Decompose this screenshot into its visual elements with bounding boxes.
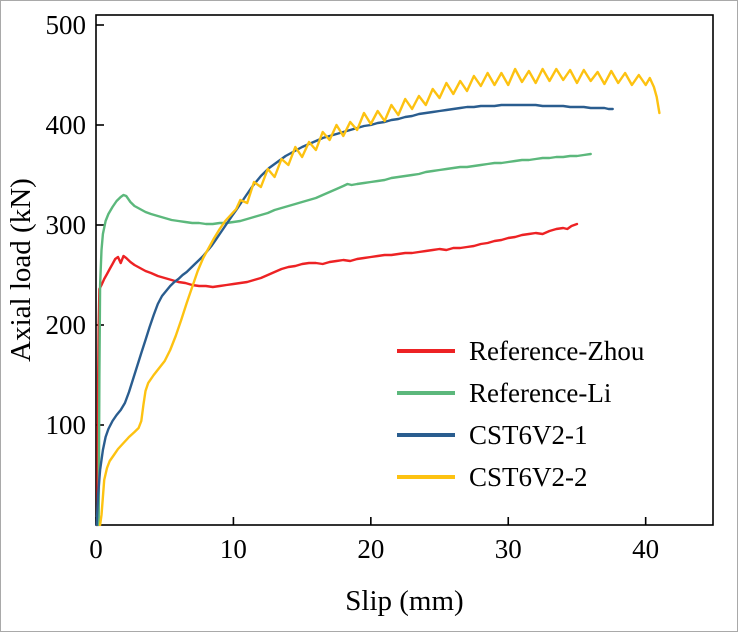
x-tick-label: 40 <box>632 534 659 564</box>
legend-item-reference-li: Reference-Li <box>397 372 644 414</box>
legend-swatch-cst6v2-2 <box>397 475 455 479</box>
series-line-cst6v2-2 <box>98 67 661 527</box>
series-line-reference-li <box>97 152 592 527</box>
legend-item-cst6v2-1: CST6V2-1 <box>397 414 644 456</box>
x-tick-label: 0 <box>89 534 103 564</box>
y-tick-label: 500 <box>46 10 87 40</box>
x-tick-label: 10 <box>220 534 247 564</box>
legend-label-cst6v2-1: CST6V2-1 <box>469 419 588 450</box>
y-tick-label: 200 <box>46 310 87 340</box>
legend: Reference-Zhou Reference-Li CST6V2-1 CST… <box>397 330 644 498</box>
y-axis-title: Axial load (kN) <box>5 178 37 362</box>
legend-label-reference-zhou: Reference-Zhou <box>469 335 645 366</box>
plot-frame <box>95 14 714 526</box>
series-line-cst6v2-1 <box>95 103 614 527</box>
y-tick-label: 300 <box>46 210 87 240</box>
legend-swatch-reference-zhou <box>397 349 455 353</box>
x-tick-label: 20 <box>357 534 384 564</box>
y-tick-label: 400 <box>46 110 87 140</box>
x-axis-title: Slip (mm) <box>345 585 464 617</box>
legend-item-cst6v2-2: CST6V2-2 <box>397 456 644 498</box>
legend-item-reference-zhou: Reference-Zhou <box>397 330 644 372</box>
series-line-reference-zhou <box>96 222 579 527</box>
y-tick-label: 100 <box>46 410 87 440</box>
legend-swatch-cst6v2-1 <box>397 433 455 437</box>
legend-label-reference-li: Reference-Li <box>469 377 612 408</box>
legend-label-cst6v2-2: CST6V2-2 <box>469 461 588 492</box>
legend-swatch-reference-li <box>397 391 455 395</box>
x-tick-label: 30 <box>495 534 522 564</box>
